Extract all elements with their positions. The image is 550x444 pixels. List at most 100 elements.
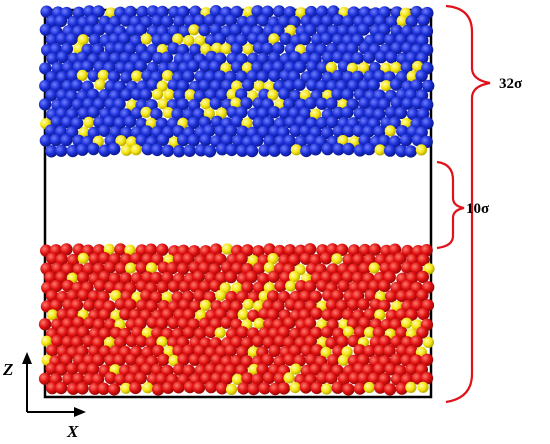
red-atom [220, 316, 233, 329]
solute-atom [374, 309, 386, 321]
blue-atom [310, 15, 324, 28]
red-atom [182, 252, 195, 266]
red-atom [261, 353, 274, 366]
red-atom [331, 289, 344, 302]
blue-atom [61, 79, 74, 93]
blue-atom [395, 144, 408, 158]
red-atom [299, 252, 313, 265]
red-atom [67, 326, 80, 339]
solute-atom [183, 35, 195, 47]
blue-atom [66, 144, 79, 158]
red-atom [61, 335, 75, 349]
red-atom [77, 271, 90, 284]
blue-atom [214, 14, 227, 27]
red-atom [420, 353, 434, 366]
solute-atom [231, 373, 244, 385]
blue-atom [171, 107, 184, 121]
blue-atom [76, 143, 89, 156]
red-atom [405, 289, 418, 302]
solute-atom [258, 290, 270, 302]
blue-atom [65, 32, 79, 46]
red-atom [135, 335, 148, 348]
blue-atom [406, 107, 420, 121]
red-atom [57, 325, 70, 339]
red-atom [156, 243, 169, 256]
red-atom [310, 307, 323, 320]
blue-atom [177, 5, 190, 19]
blue-atom [134, 23, 148, 36]
blue-atom [357, 23, 370, 36]
red-atom [86, 363, 100, 376]
red-atom [183, 380, 197, 394]
blue-atom [385, 106, 398, 119]
blue-atom [256, 14, 270, 27]
red-atom [372, 326, 386, 339]
red-atom [72, 243, 86, 256]
axis-indicator: Z X [2, 352, 86, 441]
blue-atom [236, 144, 249, 157]
x-arrow-icon [74, 407, 86, 417]
red-atom [420, 372, 434, 385]
blue-atom [39, 62, 52, 75]
red-atom [416, 326, 429, 339]
blue-atom [373, 125, 386, 138]
blue-atom [120, 88, 133, 102]
red-atom [357, 280, 371, 293]
red-atom [363, 344, 376, 358]
solute-atom [46, 309, 59, 321]
blue-atom [410, 5, 423, 19]
solute-atom [290, 363, 302, 375]
solute-atom [405, 381, 417, 393]
red-atom [62, 372, 75, 386]
red-atom [70, 298, 84, 312]
red-atom [157, 353, 170, 366]
red-atom [326, 243, 339, 256]
blue-atom [305, 42, 319, 56]
blue-atom [416, 34, 429, 47]
solute-atom [288, 271, 301, 283]
blue-atom [167, 42, 180, 55]
red-atom [309, 290, 322, 303]
red-atom [50, 299, 63, 312]
blue-atom [262, 116, 275, 129]
blue-atom [88, 33, 102, 46]
blue-atom [93, 23, 106, 36]
red-atom [252, 245, 265, 258]
red-atom [167, 316, 180, 330]
blue-atom [135, 134, 148, 147]
blue-atom [401, 97, 414, 110]
red-atom [417, 307, 430, 321]
total-height-label: 32σ [499, 76, 523, 92]
red-atom [310, 381, 323, 395]
red-atom [91, 373, 105, 386]
blue-atom [316, 5, 329, 18]
red-atom [172, 381, 185, 394]
red-atom [325, 371, 338, 385]
blue-atom [378, 134, 391, 148]
blue-atom [342, 142, 355, 156]
red-atom [135, 261, 148, 274]
red-atom [114, 298, 127, 311]
red-atom [304, 335, 317, 348]
red-atom [45, 289, 59, 303]
blue-atom [342, 124, 355, 138]
solute-atom [412, 60, 424, 73]
blue-atom [245, 144, 259, 158]
red-atom [72, 372, 85, 386]
red-atom [104, 280, 117, 294]
blue-atom [103, 115, 116, 128]
red-atom [188, 353, 201, 366]
blue-atom [390, 78, 403, 91]
blue-atom [50, 115, 64, 128]
blue-atom [416, 107, 430, 121]
blue-atom [119, 51, 132, 65]
solute-atom [211, 42, 223, 54]
blue-atom [194, 70, 207, 83]
red-atom [405, 363, 418, 376]
solute-atom [267, 89, 279, 101]
blue-atom [51, 61, 64, 75]
blue-atom [283, 134, 296, 148]
blue-atom [168, 5, 181, 19]
solute-atom [247, 346, 259, 358]
